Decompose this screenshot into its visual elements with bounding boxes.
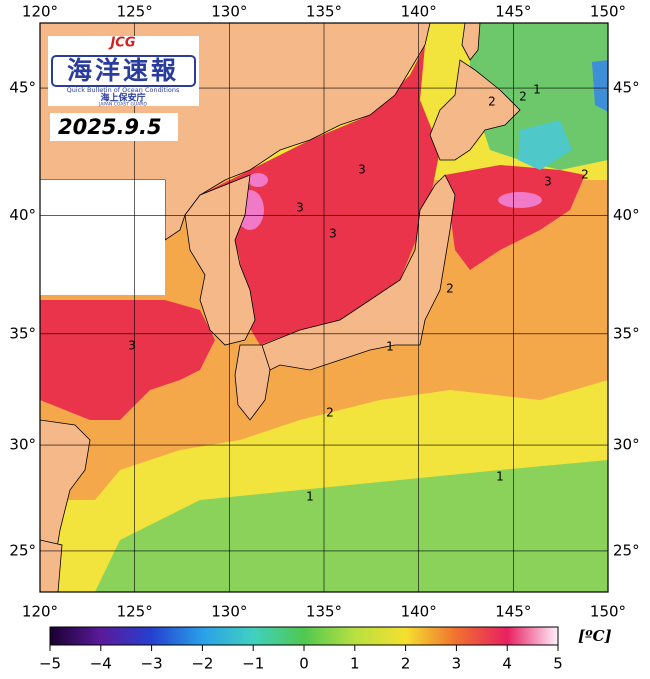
lat-tick-label: 45°	[613, 79, 640, 97]
lat-tick-label: 40°	[9, 206, 36, 224]
lon-tick-label: 135°	[306, 603, 342, 621]
lat-tick-label: 35°	[9, 324, 36, 342]
colorbar-tick-label: −4	[90, 655, 112, 673]
grid	[40, 23, 608, 592]
date-box	[50, 113, 178, 141]
lat-tick-label: 25°	[613, 541, 640, 559]
lon-tick-label: 140°	[401, 603, 437, 621]
logo-subtitle: Quick Bulletin of Ocean Conditions	[67, 86, 180, 94]
sea-hot	[445, 165, 585, 270]
colorbar-tick-label: 0	[299, 655, 309, 673]
lat-tick-label: 40°	[613, 206, 640, 224]
lat-tick-label: 30°	[613, 436, 640, 454]
colorbar-tick-label: −3	[141, 655, 163, 673]
lon-tick-label: 145°	[495, 603, 531, 621]
sea-cold	[592, 60, 608, 112]
logo-mark: JCG	[107, 36, 135, 51]
sea-hottest	[498, 192, 542, 208]
colorbar-tick-label: 1	[350, 655, 360, 673]
logo-agency-en: JAPAN COAST GUARD	[98, 102, 147, 108]
contour-label: 1	[306, 490, 314, 504]
land	[429, 59, 521, 161]
colorbar-unit: [ºC]	[578, 627, 612, 645]
logo-title: 海洋速報	[67, 56, 179, 85]
contour-label: 2	[581, 168, 589, 182]
sea-hot	[200, 45, 440, 345]
sea-cold	[470, 23, 608, 170]
colorbar-tick-label: −5	[39, 655, 61, 673]
lon-tick-label: 140°	[401, 3, 437, 21]
sea-cold	[518, 120, 572, 170]
logo: JCG 海洋速報 Quick Bulletin of Ocean Conditi…	[48, 36, 199, 108]
lon-tick-label: 130°	[211, 3, 247, 21]
land	[249, 174, 456, 376]
lon-tick-label: 125°	[117, 3, 153, 21]
contour-label: 3	[358, 163, 366, 177]
lon-tick-label: 130°	[211, 603, 247, 621]
colorbar-tick-label: 3	[452, 655, 462, 673]
sea-hottest	[248, 173, 268, 187]
colorbar-tick-label: 4	[502, 655, 512, 673]
lon-tick-label: 120°	[22, 3, 58, 21]
lon-tick-label: 150°	[590, 603, 626, 621]
colorbar-tick-label: −2	[191, 655, 213, 673]
contour-label: 3	[544, 175, 552, 189]
lon-tick-label: 125°	[117, 603, 153, 621]
contour-label: 3	[128, 339, 136, 353]
lat-tick-label: 25°	[9, 541, 36, 559]
contour-label: 3	[329, 227, 337, 241]
date: 2025.9.5	[58, 115, 162, 139]
contour-label: 2	[446, 282, 454, 296]
map-area: 3 3 3 3 3 2 2 2 2 2 1 1 1 1	[40, 23, 608, 592]
colorbar-tick-label: −1	[242, 655, 264, 673]
lon-tick-label: 120°	[22, 603, 58, 621]
sea-hot	[40, 300, 215, 420]
lon-tick-label: 145°	[495, 3, 531, 21]
lat-tick-label: 35°	[613, 324, 640, 342]
map-frame	[39, 22, 609, 593]
land	[234, 344, 271, 421]
logo-agency: 海上保安庁	[100, 92, 145, 104]
logo-frame	[51, 55, 196, 87]
colorbar	[49, 626, 559, 646]
lat-tick-label: 30°	[9, 436, 36, 454]
colorbar-tick-label: 5	[553, 655, 563, 673]
land	[184, 174, 256, 346]
colorbar-tick-label: 2	[401, 655, 411, 673]
contour-label: 2	[519, 90, 527, 104]
lat-tick-label: 45°	[9, 79, 36, 97]
contour-label: 3	[296, 201, 304, 215]
sea-cool	[95, 460, 608, 592]
contour-label: 2	[326, 406, 334, 420]
contour-label: 1	[496, 470, 504, 484]
contour-label: 1	[533, 83, 541, 97]
lon-tick-label: 150°	[590, 3, 626, 21]
land	[461, 23, 481, 61]
lon-tick-label: 135°	[306, 3, 342, 21]
contour-label: 1	[386, 340, 394, 354]
no-data	[40, 180, 165, 295]
land	[40, 539, 63, 592]
contour-label: 2	[488, 95, 496, 109]
